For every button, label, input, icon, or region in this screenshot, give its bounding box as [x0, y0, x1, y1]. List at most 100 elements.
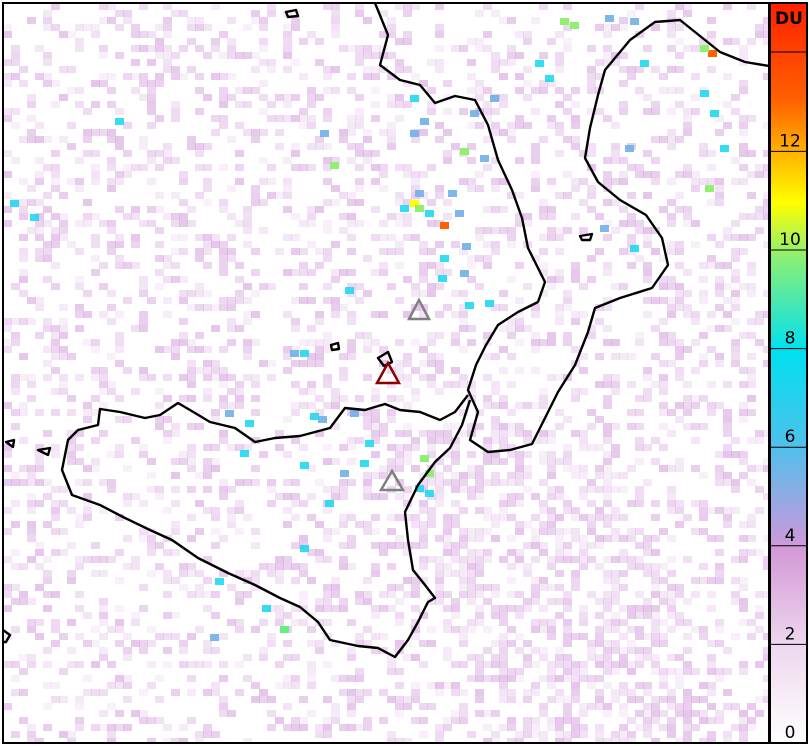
so2-pixel: [763, 563, 769, 570]
so2-pixel: [499, 556, 508, 563]
so2-pixel: [630, 245, 639, 252]
so2-pixel: [75, 514, 84, 521]
so2-pixel: [363, 374, 372, 381]
so2-pixel: [459, 311, 468, 318]
so2-pixel: [318, 416, 327, 423]
so2-pixel: [763, 591, 769, 598]
so2-pixel: [227, 619, 236, 626]
so2-pixel: [139, 605, 148, 612]
so2-pixel: [699, 178, 708, 185]
so2-pixel: [211, 38, 220, 45]
so2-pixel: [315, 521, 324, 528]
so2-pixel: [467, 73, 476, 80]
so2-pixel: [131, 234, 140, 241]
so2-pixel: [427, 556, 436, 563]
so2-pixel: [755, 171, 764, 178]
so2-pixel: [499, 17, 508, 24]
so2-pixel: [425, 490, 434, 497]
so2-pixel: [587, 647, 596, 654]
so2-pixel: [523, 437, 532, 444]
so2-pixel: [707, 38, 716, 45]
so2-pixel: [451, 332, 460, 339]
so2-pixel: [691, 395, 700, 402]
so2-pixel: [635, 612, 644, 619]
so2-pixel: [579, 150, 588, 157]
so2-pixel: [43, 374, 52, 381]
so2-pixel: [27, 115, 36, 122]
so2-pixel: [203, 458, 212, 465]
so2-pixel: [587, 192, 596, 199]
so2-pixel: [67, 458, 76, 465]
so2-pixel: [523, 654, 532, 661]
so2-pixel: [699, 514, 708, 521]
so2-pixel: [91, 101, 100, 108]
so2-pixel: [523, 213, 532, 220]
so2-pixel: [707, 164, 716, 171]
so2-pixel: [435, 689, 444, 696]
so2-pixel: [611, 570, 620, 577]
so2-pixel: [219, 479, 228, 486]
so2-pixel: [515, 52, 524, 59]
so2-pixel: [283, 31, 292, 38]
so2-pixel: [395, 339, 404, 346]
so2-pixel: [195, 591, 204, 598]
so2-pixel: [643, 563, 652, 570]
so2-pixel: [747, 437, 756, 444]
so2-pixel: [363, 136, 372, 143]
so2-pixel: [747, 465, 756, 472]
so2-pixel: [147, 31, 156, 38]
so2-pixel: [643, 94, 652, 101]
so2-pixel: [419, 717, 428, 724]
so2-pixel: [347, 220, 356, 227]
so2-pixel: [131, 556, 140, 563]
so2-pixel: [347, 437, 356, 444]
so2-pixel: [515, 220, 524, 227]
so2-pixel: [659, 402, 668, 409]
so2-pixel: [739, 458, 748, 465]
so2-pixel: [339, 353, 348, 360]
so2-pixel: [739, 283, 748, 290]
so2-pixel: [139, 94, 148, 101]
so2-pixel: [563, 304, 572, 311]
so2-pixel: [595, 661, 604, 668]
so2-pixel: [723, 514, 732, 521]
so2-pixel: [739, 416, 748, 423]
so2-pixel: [451, 472, 460, 479]
so2-pixel: [507, 535, 516, 542]
so2-pixel: [667, 339, 676, 346]
so2-pixel: [571, 535, 580, 542]
so2-pixel: [179, 661, 188, 668]
so2-pixel: [131, 241, 140, 248]
so2-pixel: [35, 633, 44, 640]
so2-pixel: [51, 283, 60, 290]
so2-pixel: [307, 402, 316, 409]
so2-pixel: [163, 577, 172, 584]
so2-pixel: [219, 661, 228, 668]
so2-pixel: [635, 542, 644, 549]
so2-pixel: [339, 514, 348, 521]
so2-pixel: [27, 507, 36, 514]
so2-pixel: [475, 584, 484, 591]
so2-pixel: [11, 549, 20, 556]
so2-pixel: [579, 465, 588, 472]
so2-pixel: [123, 493, 132, 500]
so2-pixel: [355, 52, 364, 59]
so2-pixel: [459, 626, 468, 633]
so2-pixel: [51, 409, 60, 416]
so2-pixel: [115, 395, 124, 402]
so2-pixel: [755, 661, 764, 668]
so2-pixel: [427, 430, 436, 437]
so2-pixel: [43, 136, 52, 143]
so2-pixel: [291, 717, 300, 724]
so2-pixel: [571, 731, 580, 738]
so2-pixel: [435, 269, 444, 276]
so2-pixel: [691, 185, 700, 192]
so2-pixel: [459, 640, 468, 647]
so2-pixel: [611, 339, 620, 346]
so2-pixel: [107, 290, 116, 297]
so2-pixel: [347, 199, 356, 206]
so2-pixel: [67, 731, 76, 738]
so2-pixel: [51, 346, 60, 353]
so2-pixel: [427, 451, 436, 458]
so2-pixel: [259, 129, 268, 136]
